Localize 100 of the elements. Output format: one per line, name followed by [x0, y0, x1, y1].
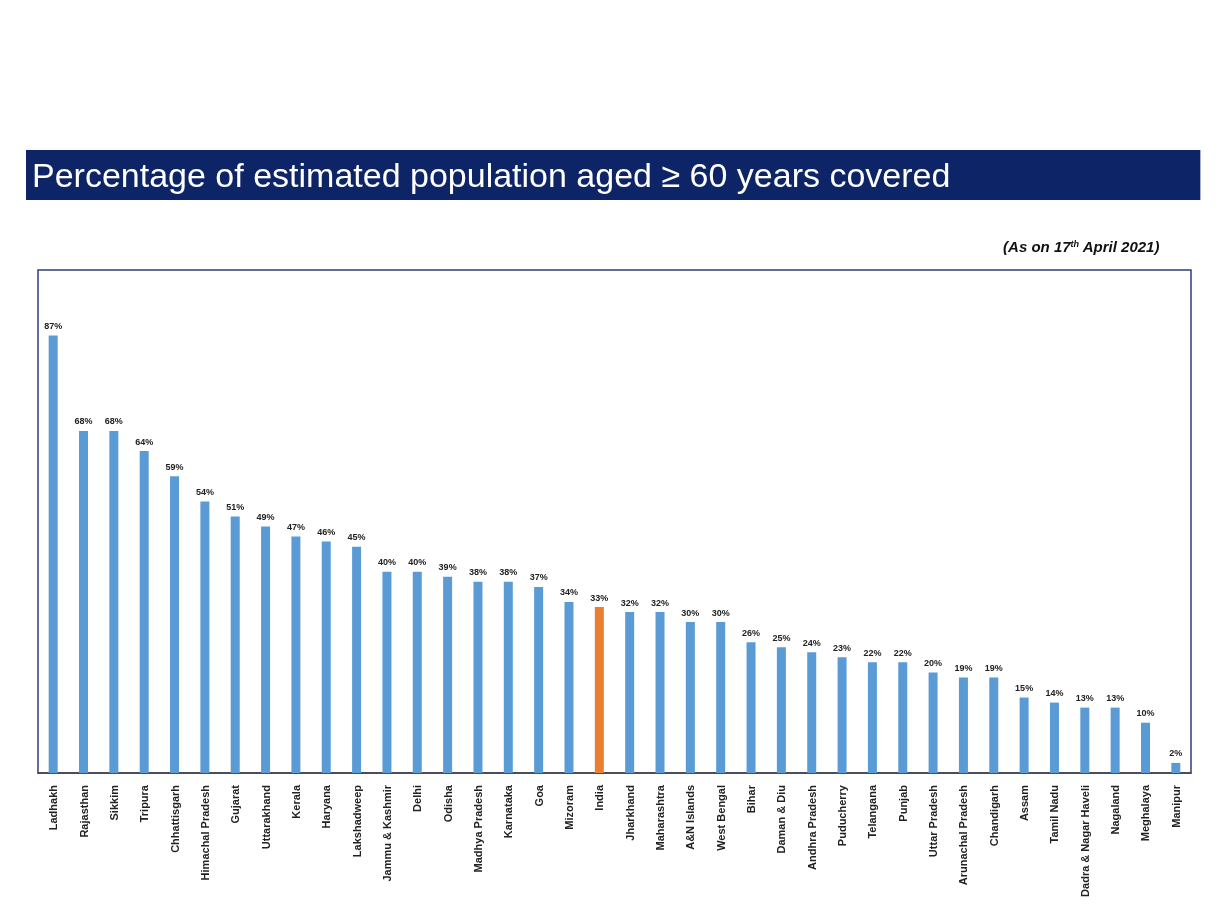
data-label: 24% — [802, 637, 821, 648]
data-label: 51% — [226, 501, 245, 512]
x-tick-label: Delhi — [411, 785, 424, 812]
x-tick-label: Sikkim — [107, 784, 120, 821]
bar — [534, 586, 544, 773]
data-label: 25% — [772, 632, 791, 643]
x-tick-label: Kerala — [289, 784, 302, 819]
x-tick-label: India — [593, 784, 606, 811]
x-tick-label: Chhattisgarh — [168, 784, 181, 853]
bar — [473, 581, 483, 773]
bar — [230, 516, 240, 773]
x-tick-label: Maharashtra — [654, 784, 667, 851]
data-label: 45% — [347, 532, 366, 543]
x-tick-label: Rajasthan — [77, 784, 90, 838]
x-tick-label: Chandigarh — [987, 784, 1000, 847]
data-label: 32% — [651, 597, 670, 608]
data-label: 34% — [559, 587, 578, 598]
data-label: 26% — [742, 627, 761, 638]
bar — [1171, 762, 1181, 773]
x-tick-label: Gujarat — [229, 784, 242, 824]
bar — [928, 672, 938, 773]
data-label: 46% — [317, 527, 336, 538]
data-label: 59% — [165, 461, 184, 472]
x-tick-label: Daman & Diu — [775, 785, 788, 854]
bar — [1019, 697, 1029, 773]
x-tick-label: Karnataka — [502, 784, 515, 839]
data-label: 68% — [74, 416, 93, 427]
bar — [867, 662, 877, 773]
bar — [716, 622, 726, 773]
bar — [352, 546, 362, 773]
bar — [746, 642, 756, 773]
bar — [685, 622, 695, 773]
bar — [837, 657, 847, 773]
chart-title: Percentage of estimated population aged ≥ 60 years covered — [32, 156, 951, 194]
x-tick-label: Punjab — [896, 784, 909, 822]
bar — [48, 335, 58, 773]
data-label: 64% — [135, 436, 154, 447]
data-label: 15% — [1015, 683, 1034, 694]
bar — [321, 541, 331, 773]
x-tick-label: Ladhakh — [47, 784, 60, 831]
data-label: 40% — [408, 557, 427, 568]
data-label: 2% — [1169, 748, 1183, 759]
bar — [412, 571, 422, 773]
bar — [776, 647, 786, 773]
data-label: 13% — [1075, 693, 1094, 704]
x-tick-label: Lakshadweep — [350, 784, 363, 858]
data-label: 40% — [377, 557, 396, 568]
bar — [1140, 722, 1150, 773]
data-label: 22% — [863, 647, 882, 658]
data-label: 10% — [1136, 708, 1155, 719]
x-tick-label: Odisha — [441, 784, 454, 823]
x-tick-label: Tamil Nadu — [1048, 785, 1061, 844]
data-label: 38% — [468, 567, 487, 578]
x-tick-label: Goa — [532, 784, 545, 807]
data-label: 38% — [499, 567, 518, 578]
bar — [655, 612, 665, 773]
x-tick-label: Puducherry — [836, 784, 849, 847]
bar — [139, 451, 149, 773]
x-tick-label: Haryana — [320, 784, 333, 829]
x-tick-label: West Bengal — [714, 785, 727, 851]
data-label: 87% — [44, 320, 63, 331]
x-tick-label: Madhya Pradesh — [471, 784, 484, 873]
data-label: 20% — [924, 657, 943, 668]
x-tick-label: Bihar — [745, 784, 758, 814]
x-tick-label: Assam — [1018, 784, 1031, 822]
data-label: 68% — [104, 416, 123, 427]
data-label: 23% — [833, 642, 852, 653]
x-tick-label: Telangana — [866, 784, 879, 839]
x-tick-label: A&N Islands — [684, 785, 697, 850]
data-label: 14% — [1045, 688, 1064, 699]
bar — [564, 601, 574, 773]
bar — [1080, 707, 1090, 773]
x-tick-label: Jharkhand — [623, 785, 636, 841]
bar — [109, 430, 119, 773]
x-tick-label: Nagaland — [1109, 785, 1122, 835]
bar — [625, 612, 635, 773]
bar — [807, 652, 817, 773]
data-label: 33% — [590, 592, 609, 603]
x-tick-label: Mizoram — [562, 784, 575, 830]
x-tick-label: Arunachal Pradesh — [957, 784, 970, 886]
bar — [79, 430, 89, 773]
bar — [958, 677, 968, 773]
x-tick-label: Manipur — [1169, 784, 1182, 828]
data-label: 39% — [438, 562, 457, 573]
x-tick-label: Dadra & Nagar Haveli — [1078, 785, 1091, 897]
bar — [200, 501, 210, 773]
x-tick-label: Uttarakhand — [259, 785, 272, 850]
bar — [898, 662, 908, 773]
x-tick-label: Tripura — [138, 784, 151, 823]
data-label: 19% — [954, 662, 973, 673]
data-label: 19% — [984, 662, 1003, 673]
x-tick-label: Jammu & Kashmir — [380, 784, 393, 882]
x-tick-label: Meghalaya — [1139, 784, 1152, 842]
data-label: 32% — [620, 597, 639, 608]
bar — [594, 607, 604, 773]
bar — [503, 581, 513, 773]
bar — [261, 526, 271, 773]
data-label: 47% — [286, 522, 305, 533]
data-label: 49% — [256, 512, 275, 523]
x-tick-label: Uttar Pradesh — [927, 784, 940, 858]
